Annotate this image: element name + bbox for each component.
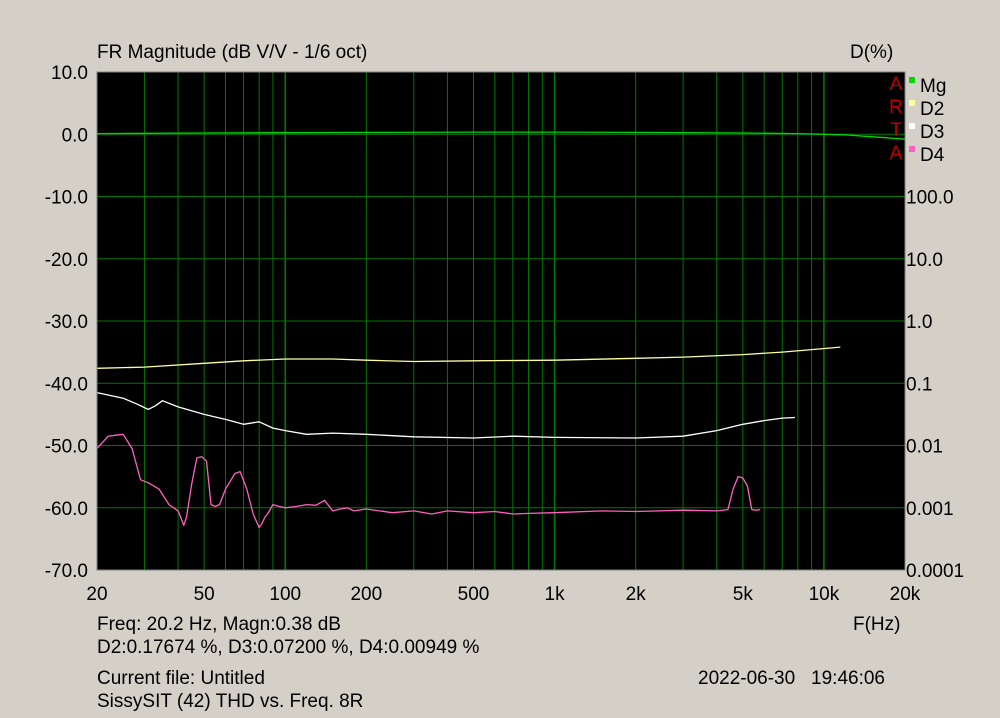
- x-tick-label: 10k: [809, 584, 840, 605]
- y2-tick-label: 0.001: [906, 499, 954, 520]
- y2-tick-label: 1.0: [906, 312, 932, 333]
- series-line-d2: [96, 346, 841, 369]
- y2-axis-label: D(%): [850, 42, 894, 63]
- series-line-d3: [96, 391, 795, 439]
- cursor-readout-distortion: D2:0.17674 %, D3:0.07200 %, D4:0.00949 %: [97, 637, 480, 658]
- grid-lines: [96, 71, 906, 571]
- y2-tick-label: 0.1: [906, 374, 932, 395]
- legend-swatch: [909, 77, 915, 83]
- y-tick-label: -30.0: [45, 312, 88, 333]
- legend-entry-d4: D4: [920, 145, 945, 166]
- current-file: Current file: Untitled: [97, 668, 265, 689]
- legend-entry-d3: D3: [920, 122, 944, 143]
- y-tick-label: -40.0: [45, 374, 88, 395]
- cursor-readout-freq: Freq: 20.2 Hz, Magn:0.38 dB: [97, 614, 341, 635]
- x-tick-label: 500: [458, 584, 490, 605]
- y2-tick-label: 0.01: [906, 437, 943, 458]
- y-tick-label: -70.0: [45, 561, 88, 582]
- x-tick-label: 5k: [733, 584, 754, 605]
- x-tick-label: 20: [86, 584, 107, 605]
- series-line-d4: [96, 433, 761, 529]
- watermark-letter: T: [890, 120, 902, 141]
- timestamp: 2022-06-30 19:46:06: [698, 668, 885, 689]
- series-layer: [96, 131, 906, 529]
- y-tick-label: -10.0: [45, 188, 88, 209]
- y2-tick-label: 0.0001: [906, 561, 964, 582]
- y-tick-label: -20.0: [45, 250, 88, 271]
- x-axis-label: F(Hz): [853, 614, 901, 635]
- watermark-letter: A: [890, 143, 903, 164]
- legend-entry-mg: Mg: [920, 76, 946, 97]
- legend-swatch: [909, 123, 915, 129]
- legend: A Mg R D2 T D3 A D4: [889, 74, 946, 166]
- measurement-description: SissySIT (42) THD vs. Freq. 8R: [97, 691, 364, 712]
- series-line-mg: [96, 131, 906, 140]
- plot-border: [96, 71, 906, 571]
- y-tick-label: 0.0: [62, 125, 88, 146]
- watermark-letter: R: [889, 97, 903, 118]
- legend-entry-d2: D2: [920, 99, 944, 120]
- y2-tick-label: 10.0: [906, 250, 943, 271]
- x-axis-ticks: 20 50 100 200 500 1k 2k 5k 10k 20k: [86, 584, 920, 605]
- x-tick-label: 100: [269, 584, 301, 605]
- y-tick-label: 10.0: [51, 63, 88, 84]
- y2-axis-ticks: 100.0 10.0 1.0 0.1 0.01 0.001 0.0001: [906, 188, 964, 583]
- x-tick-label: 50: [194, 584, 215, 605]
- y-tick-label: -50.0: [45, 437, 88, 458]
- chart-title: FR Magnitude (dB V/V - 1/6 oct): [97, 42, 368, 63]
- x-tick-label: 1k: [545, 584, 566, 605]
- legend-swatch: [909, 146, 915, 152]
- x-tick-label: 2k: [626, 584, 647, 605]
- y2-tick-label: 100.0: [906, 188, 954, 209]
- x-tick-label: 200: [350, 584, 382, 605]
- x-tick-label: 20k: [890, 584, 921, 605]
- y-axis-ticks: 10.0 0.0 -10.0 -20.0 -30.0 -40.0 -50.0 -60.0 -70…: [45, 63, 88, 582]
- watermark-letter: A: [890, 74, 903, 95]
- legend-swatch: [909, 100, 915, 106]
- y-tick-label: -60.0: [45, 499, 88, 520]
